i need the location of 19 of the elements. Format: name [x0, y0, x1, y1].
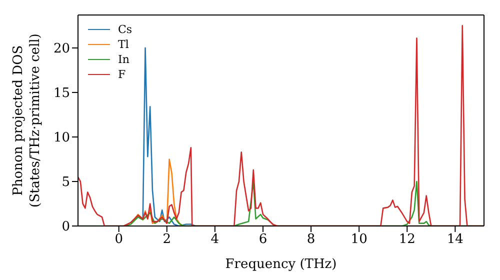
legend-label: Cs [118, 23, 132, 36]
legend-label: F [118, 68, 126, 81]
x-tick-label: 10 [350, 232, 368, 248]
legend-label: Tl [118, 38, 129, 51]
y-axis-title: Phonon projected DOS (States/THz·primitive cell) [11, 33, 43, 208]
y-tick-label: 10 [53, 130, 70, 146]
x-tick-label: 4 [210, 232, 220, 248]
x-tick-label: 14 [446, 232, 464, 248]
y-tick-label: 5 [62, 175, 70, 190]
y-tick-label: 20 [53, 42, 70, 57]
x-tick-label: 0 [114, 232, 123, 248]
y-tick-label: 15 [53, 86, 70, 102]
x-tick-label: 6 [258, 232, 268, 248]
x-tick-label: 8 [306, 232, 316, 248]
x-tick-label: 2 [162, 232, 172, 248]
x-tick-label: 12 [398, 232, 416, 248]
y-tick-label: 0 [62, 220, 70, 235]
legend-label: In [118, 53, 130, 66]
x-axis-title: Frequency (THz) [225, 257, 337, 272]
